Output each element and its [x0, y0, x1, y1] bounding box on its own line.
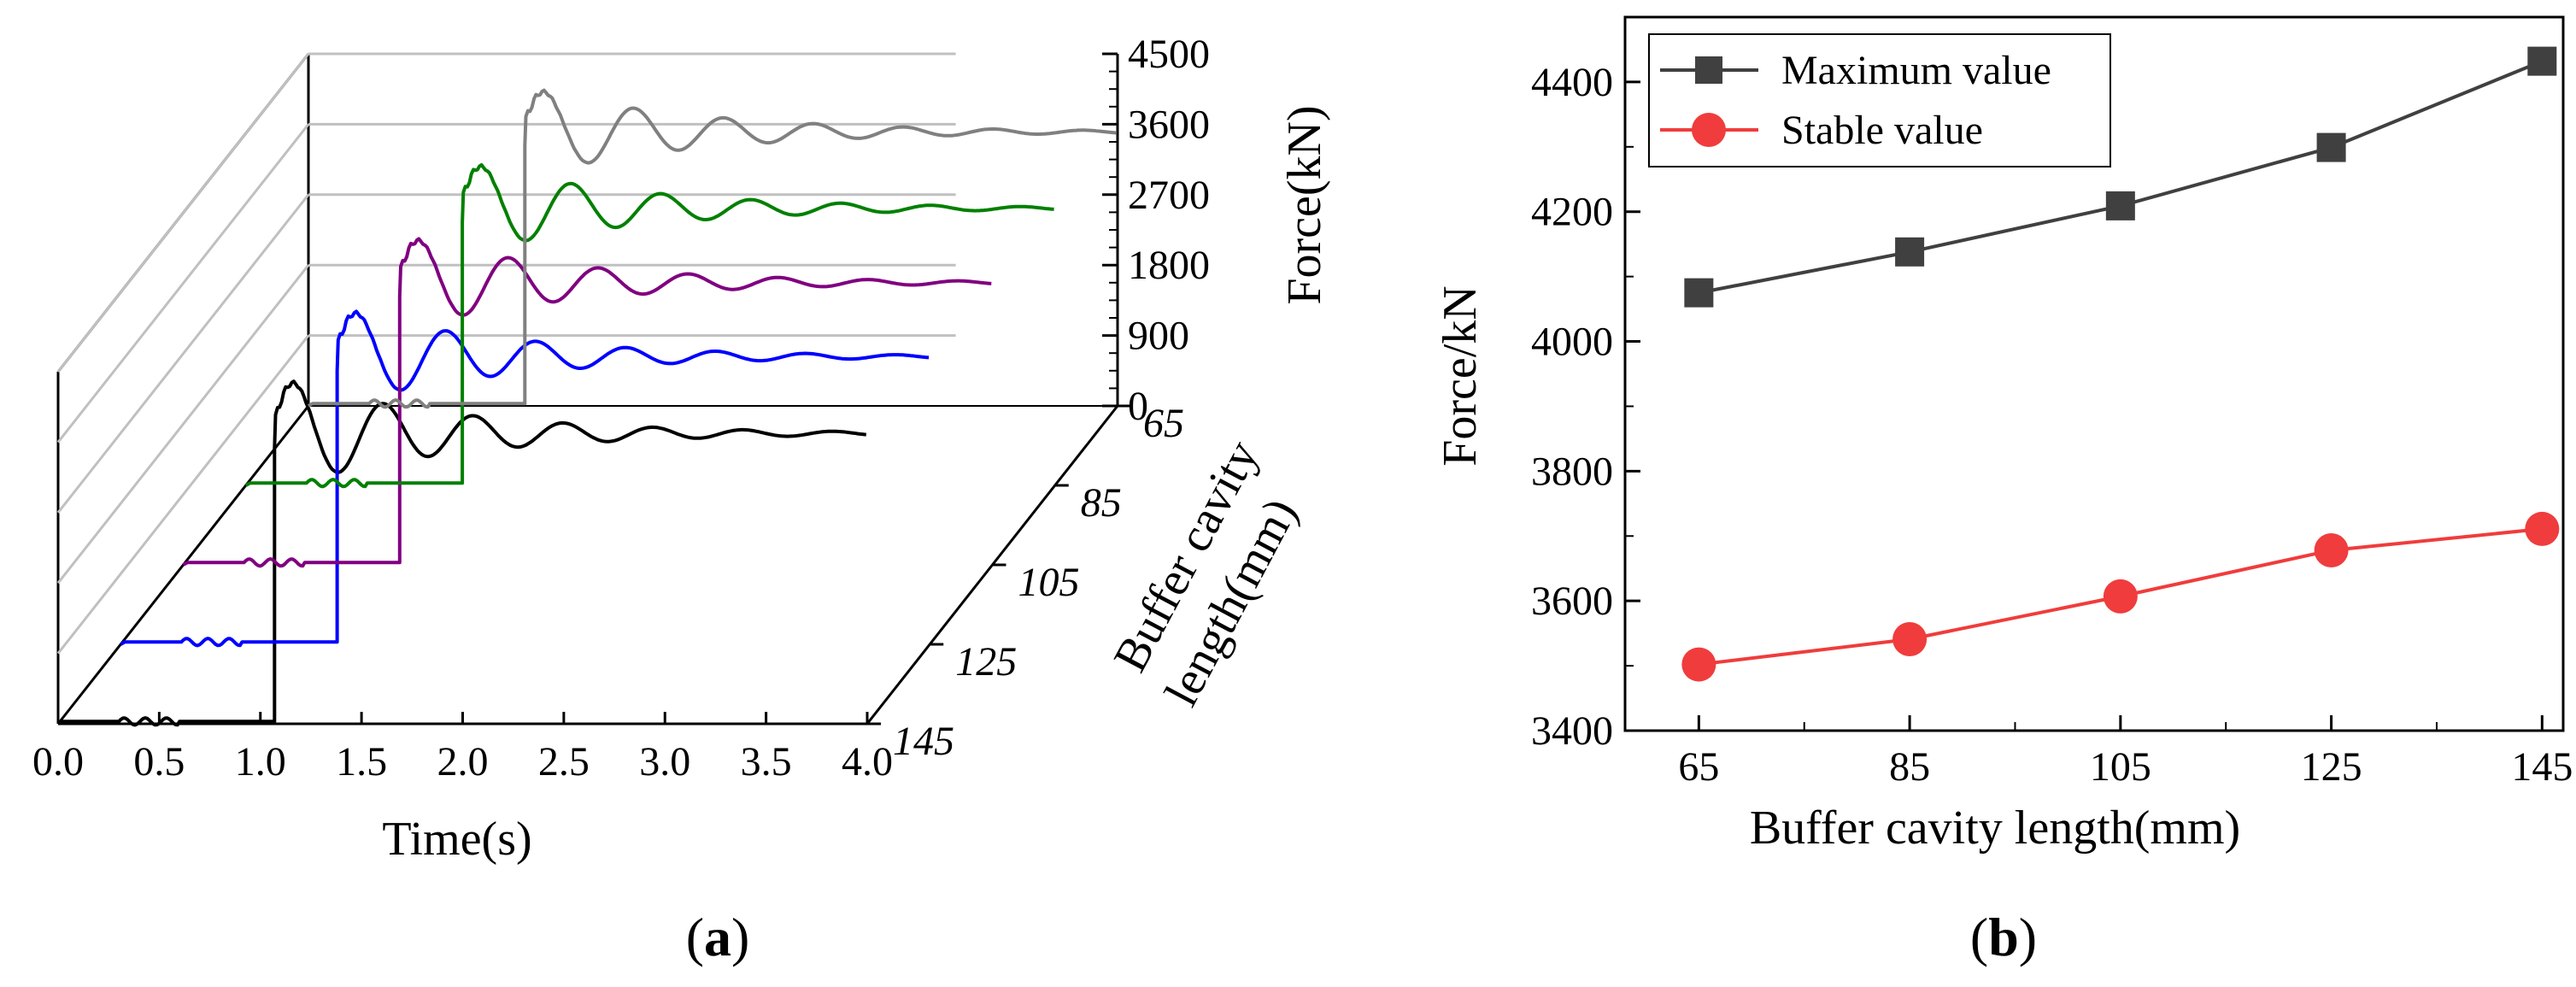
panel-a-label-close-paren: ) [731, 907, 749, 967]
force-tick-label: 4500 [1128, 32, 1210, 77]
time-tick-label: 0.0 [32, 739, 84, 784]
panel-a-gridlines [56, 52, 956, 655]
wall-gridline [56, 264, 310, 585]
stable-value-point [1892, 621, 1928, 656]
x-tick-label: 65 [1678, 744, 1719, 790]
wall-gridline [56, 53, 310, 373]
length-tick-label: 105 [1018, 560, 1080, 605]
panel-b-plot-frame [1623, 15, 2565, 732]
maximum-value-point [1895, 237, 1925, 267]
y-tick-label: 3800 [1531, 449, 1613, 494]
stable-value-point [2314, 532, 2349, 567]
y-tick-label: 3400 [1531, 708, 1613, 754]
force-tick-label: 1800 [1128, 243, 1210, 288]
legend-maximum-marker [1695, 56, 1722, 84]
legend-maximum-label: Maximum value [1781, 48, 2051, 93]
wall-gridline [56, 193, 310, 514]
length-tick-label: 85 [1081, 480, 1122, 526]
stable-value-point [2525, 511, 2560, 546]
panel-b-series [1681, 46, 2560, 682]
force-tick-label: 2700 [1128, 173, 1210, 218]
panel-b-label: (b) [1970, 907, 2037, 967]
panel-b-x-axis-title: Buffer cavity length(mm) [1750, 802, 2240, 855]
stable-value-point [1681, 647, 1716, 682]
panel-b-line-chart: 3400 3600 3800 4000 4200 4400 65 85 105 125 145 Bu… [1434, 15, 2573, 967]
force-tick-label: 3600 [1128, 102, 1210, 147]
panel-b-ticks: 3400 3600 3800 4000 4200 4400 65 85 105 125 145 [1531, 16, 2573, 790]
wall-gridline [56, 123, 310, 444]
series-curve-65 [308, 88, 1117, 409]
time-tick-label: 0.5 [133, 739, 185, 784]
y-tick-label: 3600 [1531, 579, 1613, 624]
y-tick-label: 4200 [1531, 190, 1613, 235]
wall-gridline [56, 334, 310, 655]
y-tick-label: 4400 [1531, 60, 1613, 105]
series-curve-105 [182, 237, 992, 568]
panel-a-series [57, 88, 1117, 727]
panel-a-frame [56, 53, 1119, 726]
panel-b-legend: Maximum value Stable value [1648, 33, 2111, 167]
panel-a-waterfall-chart: 0.0 0.5 1.0 1.5 2.0 2.5 3.0 3.5 4.0 090018002700… [32, 32, 1331, 967]
panel-a-x-ticks: 0.0 0.5 1.0 1.5 2.0 2.5 3.0 3.5 4.0 [32, 712, 893, 784]
panel-a-label-open-paren: ( [686, 907, 704, 967]
time-tick-label: 1.5 [336, 739, 387, 784]
length-tick-label: 145 [893, 719, 954, 764]
y-tick-label: 4000 [1531, 320, 1613, 365]
stable-value-point [2103, 579, 2138, 614]
time-tick-label: 2.5 [538, 739, 590, 784]
maximum-value-point [1684, 278, 1714, 308]
legend-stable-marker [1692, 113, 1726, 147]
panel-a-label: (a) [686, 907, 750, 967]
panel-b-y-axis-title: Force/kN [1434, 285, 1487, 467]
time-tick-label: 3.0 [639, 739, 690, 784]
legend-stable-label: Stable value [1781, 108, 1983, 153]
time-tick-label: 1.0 [235, 739, 286, 784]
panel-b-label-letter: b [1988, 907, 2019, 967]
maximum-value-point [2527, 46, 2557, 76]
force-tick-label: 900 [1128, 314, 1189, 359]
length-tick-label: 65 [1143, 401, 1184, 446]
panel-a-x-axis-title: Time(s) [382, 813, 531, 866]
time-tick-label: 2.0 [437, 739, 489, 784]
maximum-value-point [2105, 191, 2135, 220]
series-curve-85 [244, 163, 1054, 489]
x-tick-label: 145 [2511, 744, 2573, 790]
x-tick-label: 105 [2090, 744, 2151, 790]
panel-a-force-axis-title: Force(kN) [1278, 105, 1331, 304]
time-tick-label: 3.5 [741, 739, 792, 784]
panel-a-label-letter: a [704, 907, 731, 967]
time-tick-label: 4.0 [842, 739, 893, 784]
x-tick-label: 85 [1889, 744, 1930, 790]
panel-b-label-close-paren: ) [2019, 907, 2037, 967]
panel-b-legend-box [1648, 33, 2111, 167]
length-tick-label: 125 [955, 639, 1017, 684]
maximum-value-point [2316, 132, 2346, 162]
panel-b-label-open-paren: ( [1970, 907, 1988, 967]
x-tick-label: 125 [2301, 744, 2362, 790]
